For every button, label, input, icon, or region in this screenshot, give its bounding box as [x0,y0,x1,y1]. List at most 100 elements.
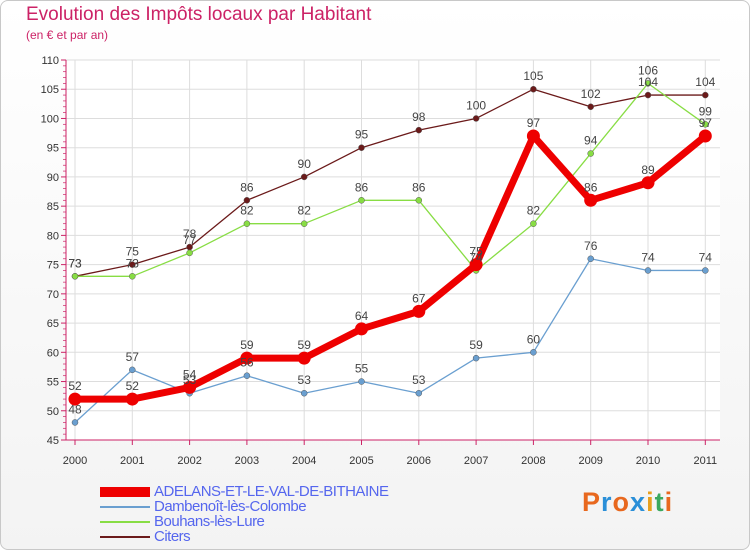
data-label: 86 [355,180,369,194]
data-label: 104 [695,75,715,89]
data-label: 52 [126,379,140,393]
data-point [702,91,709,99]
data-point [71,273,79,280]
legend-label-dambenoit: Dambenoît-lès-Colombe [154,498,307,515]
y-tick-label: 75 [47,260,59,272]
legend-swatch-dambenoit [100,505,150,508]
data-label: 53 [183,373,197,387]
data-label: 86 [584,180,598,194]
x-tick-label: 2003 [235,455,259,467]
y-tick-label: 70 [47,289,59,301]
data-point [71,419,79,426]
data-label: 82 [527,204,541,218]
chart-title: Evolution des Impôts locaux par Habitant [26,4,372,25]
data-point [297,351,311,365]
data-point [530,349,537,356]
data-label: 67 [412,291,426,305]
legend-item-adelans: ADELANS-ET-LE-VAL-DE-BITHAINE [100,484,389,499]
data-label: 97 [699,116,713,130]
x-tick-label: 2007 [464,455,488,467]
data-label: 73 [126,256,140,270]
y-tick-label: 45 [47,435,59,447]
legend-swatch-citers [100,535,150,538]
data-point [412,304,426,318]
data-point [526,129,540,143]
data-point [469,258,483,272]
data-point [472,115,480,122]
data-point [300,220,308,227]
legend-label-bouhans: Bouhans-lès-Lure [154,513,265,530]
data-point [358,144,365,151]
data-point [584,193,598,207]
data-label: 53 [298,373,312,387]
logo-letter: o [612,487,631,517]
y-tick-label: 65 [47,318,59,330]
y-tick-label: 110 [41,55,59,67]
data-point [644,80,652,87]
data-label: 54 [183,367,197,381]
data-label: 56 [240,356,254,370]
series-line [74,82,706,277]
data-point [415,389,423,397]
data-point [355,322,368,336]
proxiti-logo: Proxiti [582,487,673,518]
data-label: 86 [240,180,254,194]
data-label: 59 [469,338,483,352]
data-label: 78 [183,227,197,241]
data-label: 73 [68,256,82,270]
x-tick-label: 2009 [578,455,602,467]
data-label: 86 [412,180,426,194]
data-point [186,249,193,257]
y-tick-label: 85 [47,201,59,213]
y-tick-label: 100 [41,113,59,125]
logo-letter: i [646,487,655,517]
data-point [243,220,251,227]
data-label: 52 [68,379,82,393]
data-label: 82 [298,204,312,218]
data-label: 89 [641,163,655,177]
data-point [358,378,365,385]
data-label: 75 [126,245,140,259]
data-point [644,267,652,274]
series-line [74,88,706,277]
data-point [530,85,537,93]
data-point [472,354,480,362]
data-label: 98 [412,110,426,124]
legend-item-bouhans: Bouhans-lès-Lure [100,514,388,529]
data-label: 90 [298,157,312,171]
data-point [129,273,136,280]
legend-label-citers: Citers [154,528,191,545]
data-label: 74 [469,250,483,264]
y-tick-label: 80 [47,230,59,242]
data-label: 74 [641,250,655,264]
logo-letter: x [630,487,647,517]
data-point [129,261,136,268]
data-label: 75 [469,245,483,259]
data-label: 82 [240,204,254,218]
data-label: 57 [126,350,140,364]
plot-area [66,60,720,440]
x-tick-label: 2008 [521,455,545,467]
y-tick-label: 55 [47,377,59,389]
data-point [358,197,365,204]
data-point [300,389,308,397]
logo-letter: P [582,487,602,517]
data-label: 104 [638,75,658,89]
data-point [243,197,251,204]
data-point [300,173,308,181]
series-line [71,132,709,403]
data-label: 95 [355,128,369,142]
logo-letter: r [601,487,613,517]
legend-swatch-bouhans [100,520,150,523]
data-point [587,255,594,263]
chart-legend: ADELANS-ET-LE-VAL-DE-BITHAINE Dambenoît-… [100,484,389,545]
x-tick-label: 2006 [407,455,431,467]
x-tick-label: 2010 [636,455,660,467]
data-point [183,380,197,394]
data-point [243,372,251,379]
data-point [587,150,594,157]
y-tick-label: 60 [47,347,59,359]
logo-letter: i [664,487,674,517]
data-label: 74 [699,250,713,264]
